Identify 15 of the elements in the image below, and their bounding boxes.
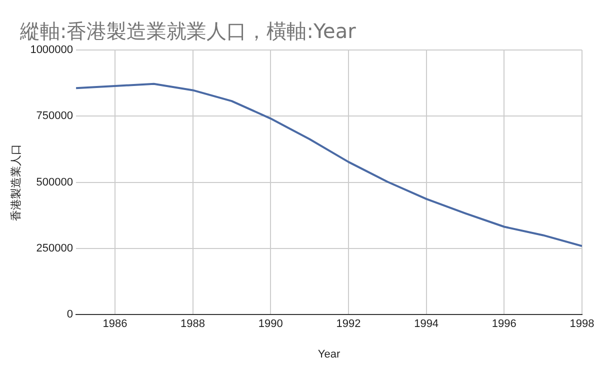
y-tick-label: 250000: [36, 242, 74, 254]
y-tick-label: 1000000: [30, 44, 74, 56]
x-tick-label: 1998: [570, 318, 594, 330]
x-tick-label: 1992: [336, 318, 361, 330]
y-tick-label: 0: [66, 308, 74, 321]
x-tick-label: 1990: [258, 318, 283, 330]
x-tick-label: 1996: [492, 318, 516, 330]
y-axis-title: 香港製造業人口: [9, 144, 22, 221]
x-tick-label: 1994: [414, 318, 439, 330]
x-axis-title: Year: [318, 348, 340, 360]
x-tick-label: 1988: [180, 318, 206, 330]
chart-title: 縱軸:香港製造業就業人口，橫軸:Year: [20, 18, 356, 45]
y-tick-label: 500000: [36, 176, 74, 188]
x-tick-label: 1986: [102, 318, 128, 330]
y-tick-label: 750000: [36, 110, 74, 122]
